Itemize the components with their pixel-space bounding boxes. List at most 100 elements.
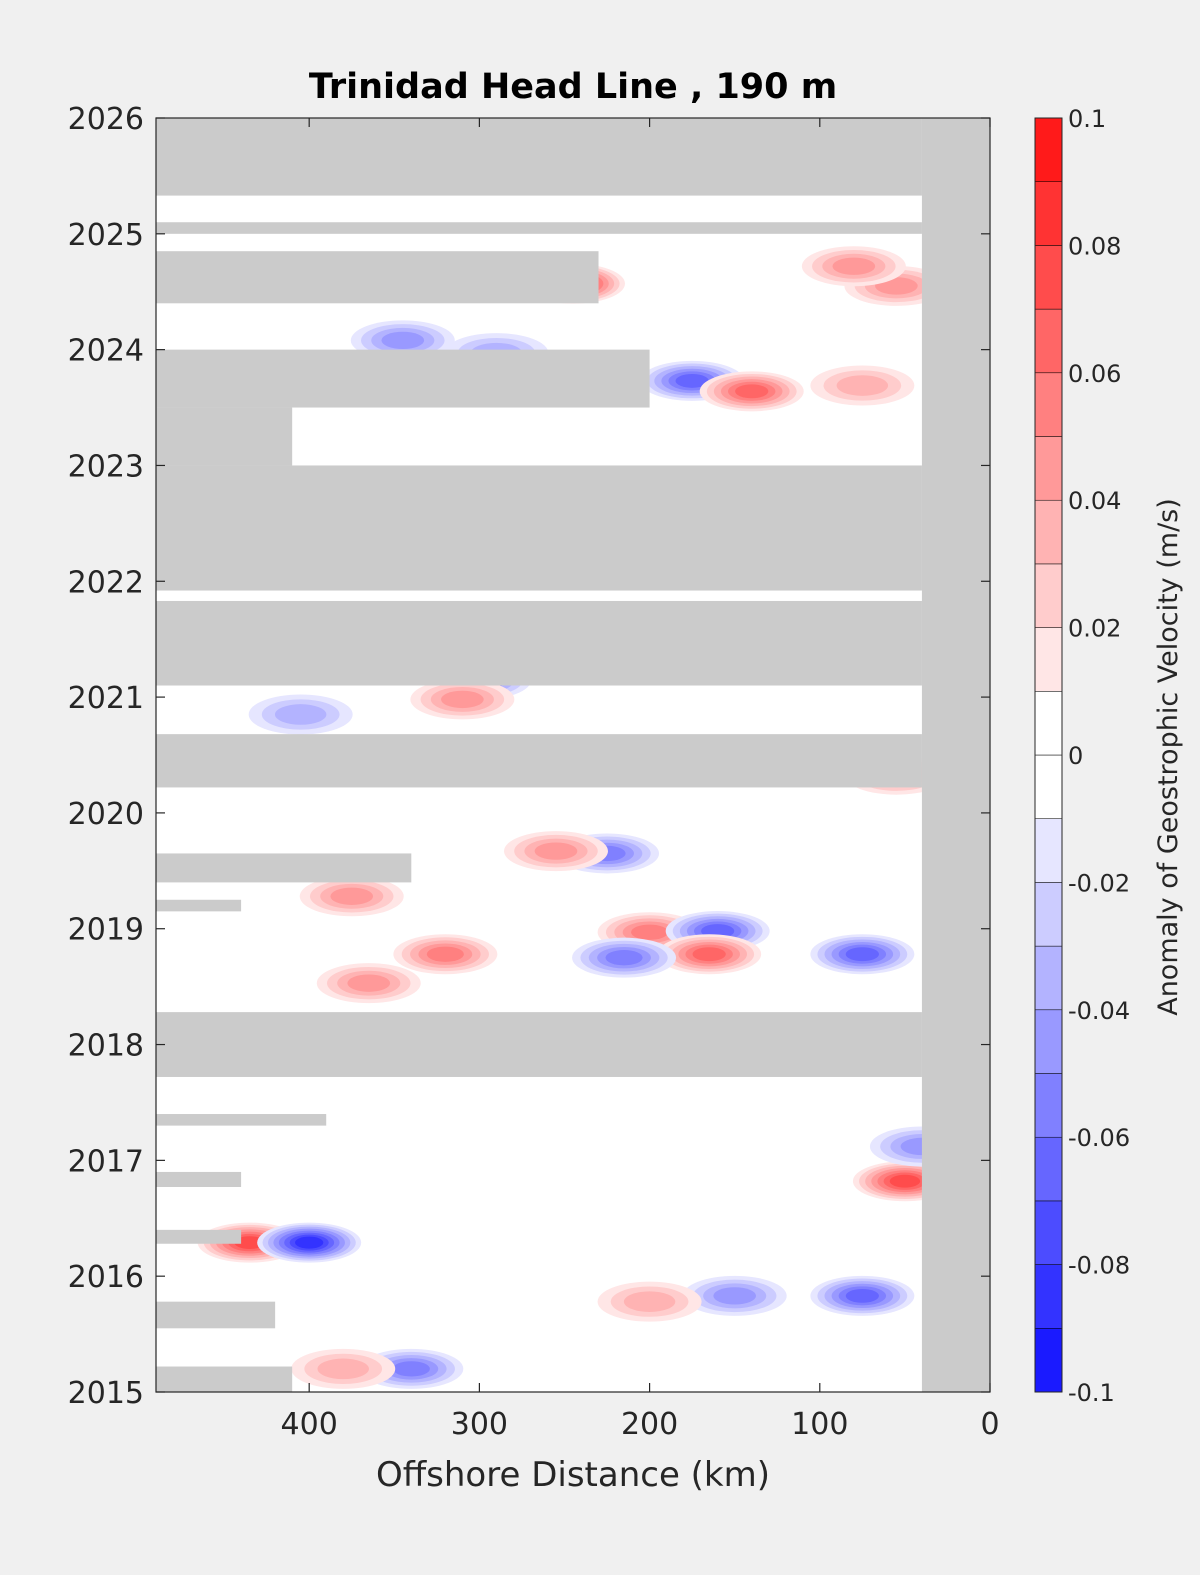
anomaly-contour bbox=[692, 947, 726, 962]
y-tick-label: 2020 bbox=[68, 797, 144, 832]
anomaly-contour bbox=[735, 384, 769, 399]
colorbar-segment bbox=[1034, 945, 1063, 1011]
anomaly-contour bbox=[623, 1291, 676, 1312]
anomaly-feature bbox=[801, 246, 906, 287]
colorbar-segment bbox=[1034, 818, 1063, 883]
anomaly-feature bbox=[299, 876, 404, 917]
anomaly-feature bbox=[316, 963, 421, 1004]
anomaly-feature bbox=[682, 1275, 787, 1316]
y-tick-label: 2026 bbox=[68, 102, 144, 137]
y-tick-label: 2019 bbox=[68, 913, 144, 948]
anomaly-feature bbox=[810, 1275, 915, 1316]
colorbar-tick-label: 0.06 bbox=[1068, 360, 1121, 388]
anomaly-contour bbox=[392, 1361, 430, 1377]
anomaly-contour bbox=[381, 331, 425, 350]
anomaly-contour bbox=[330, 887, 374, 905]
colorbar-tick-label: -0.06 bbox=[1068, 1124, 1130, 1152]
colorbar-tick-label: -0.02 bbox=[1068, 869, 1130, 897]
colorbar-tick-label: 0.02 bbox=[1068, 615, 1121, 643]
anomaly-feature bbox=[572, 937, 677, 978]
y-tick-label: 2021 bbox=[68, 681, 144, 716]
y-tick-label: 2022 bbox=[68, 565, 144, 600]
missing-data-band bbox=[156, 222, 922, 234]
missing-data-band bbox=[156, 251, 599, 304]
x-tick-label: 400 bbox=[281, 1407, 338, 1442]
anomaly-contour bbox=[234, 1236, 265, 1249]
y-axis: 2015 2016 2017 2018 2019 2020 2021 2022 2023 2024… bbox=[68, 102, 990, 1411]
y-tick-label: 2017 bbox=[68, 1144, 144, 1179]
missing-data-band bbox=[156, 899, 242, 912]
colorbar-tick-label: -0.1 bbox=[1068, 1379, 1115, 1407]
colorbar: 0.1 0.08 0.06 0.04 0.02 0 -0.02 -0.04 -0.06 -0.08… bbox=[1034, 105, 1130, 1407]
anomaly-contour bbox=[317, 1358, 369, 1380]
x-axis: 400 300 200 100 0 bbox=[281, 118, 1000, 1442]
missing-data-band bbox=[156, 407, 293, 466]
missing-data-layer bbox=[156, 118, 990, 1392]
y-tick-label: 2018 bbox=[68, 1029, 144, 1064]
anomaly-contour bbox=[845, 947, 879, 962]
anomaly-feature bbox=[257, 1222, 362, 1263]
colorbar-tick-label: 0.04 bbox=[1068, 487, 1121, 515]
colorbar-tick-label: 0.08 bbox=[1068, 232, 1121, 260]
y-tick-label: 2025 bbox=[68, 218, 144, 253]
x-tick-label: 200 bbox=[621, 1407, 678, 1442]
anomaly-feature bbox=[597, 1281, 702, 1322]
y-tick-label: 2023 bbox=[68, 449, 144, 484]
anomaly-feature bbox=[248, 694, 353, 735]
chart-title: Trinidad Head Line , 190 m bbox=[309, 67, 837, 107]
colorbar-tick-label: -0.04 bbox=[1068, 997, 1130, 1025]
colorbar-tick-label: -0.08 bbox=[1068, 1252, 1130, 1280]
colorbar-label: Anomaly of Geostrophic Velocity (m/s) bbox=[1153, 498, 1184, 1016]
colorbar-segment bbox=[1034, 691, 1063, 756]
anomaly-contour bbox=[836, 375, 889, 396]
anomaly-feature bbox=[503, 831, 608, 872]
missing-data-band bbox=[156, 1114, 327, 1126]
anomaly-contour bbox=[274, 704, 327, 725]
missing-data-band bbox=[156, 600, 922, 686]
colorbar-segment bbox=[1034, 1136, 1063, 1202]
colorbar-segment bbox=[1034, 563, 1063, 628]
x-tick-label: 100 bbox=[791, 1407, 848, 1442]
anomaly-feature bbox=[410, 679, 515, 720]
missing-data-band bbox=[156, 118, 922, 196]
anomaly-contour bbox=[534, 842, 578, 860]
colorbar-segment bbox=[1034, 882, 1063, 947]
missing-data-band bbox=[156, 1229, 242, 1244]
missing-data-band bbox=[156, 465, 922, 591]
colorbar-segment bbox=[1034, 1328, 1063, 1393]
colorbar-segment bbox=[1034, 117, 1063, 182]
colorbar-segment bbox=[1034, 627, 1063, 692]
anomaly-feature bbox=[810, 934, 915, 975]
y-tick-label: 2016 bbox=[68, 1260, 144, 1295]
anomaly-feature bbox=[657, 934, 762, 975]
missing-data-band bbox=[156, 1012, 922, 1077]
colorbar-segment bbox=[1034, 372, 1063, 437]
colorbar-tick-label: 0.1 bbox=[1068, 105, 1106, 133]
colorbar-segment bbox=[1034, 754, 1063, 819]
anomaly-contour bbox=[713, 1287, 757, 1305]
anomaly-contour bbox=[631, 924, 669, 940]
y-tick-label: 2015 bbox=[68, 1376, 144, 1411]
x-tick-label: 300 bbox=[451, 1407, 508, 1442]
anomaly-feature bbox=[699, 371, 804, 412]
colorbar-segment bbox=[1034, 499, 1063, 565]
missing-data-band bbox=[156, 1301, 276, 1329]
x-tick-label: 0 bbox=[980, 1407, 999, 1442]
anomaly-contour bbox=[605, 950, 643, 966]
anomaly-contour bbox=[675, 373, 709, 388]
colorbar-segment bbox=[1034, 181, 1063, 246]
colorbar-frame bbox=[1034, 117, 1063, 1393]
colorbar-segment bbox=[1034, 1264, 1063, 1329]
missing-data-band bbox=[156, 853, 412, 883]
plot-frame bbox=[155, 117, 991, 1393]
colorbar-segment bbox=[1034, 308, 1063, 374]
missing-data-band bbox=[156, 1171, 242, 1188]
colorbar-segment bbox=[1034, 245, 1063, 310]
colorbar-segment bbox=[1034, 1009, 1063, 1074]
colorbar-segment bbox=[1034, 1073, 1063, 1138]
x-axis-label: Offshore Distance (km) bbox=[376, 1455, 770, 1495]
anomaly-contour bbox=[832, 257, 876, 275]
anomaly-feature bbox=[291, 1348, 396, 1389]
anomaly-layer bbox=[197, 246, 974, 1389]
